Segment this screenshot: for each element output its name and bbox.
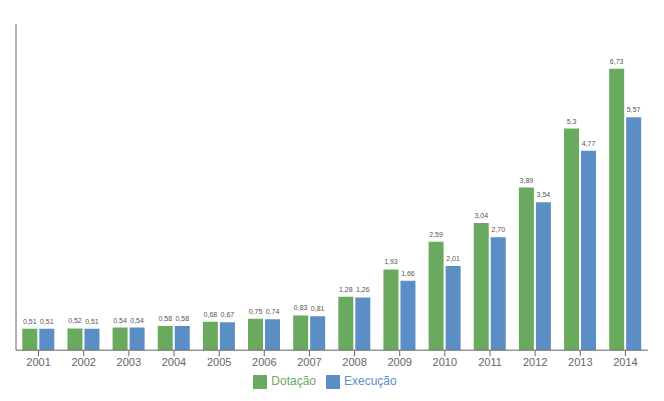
svg-text:2,70: 2,70 (491, 226, 505, 233)
svg-text:2001: 2001 (26, 356, 50, 368)
svg-text:2013: 2013 (568, 356, 592, 368)
svg-text:0,51: 0,51 (85, 318, 99, 325)
svg-text:2014: 2014 (613, 356, 637, 368)
svg-text:3,54: 3,54 (537, 191, 551, 198)
svg-text:2,59: 2,59 (429, 231, 443, 238)
svg-text:0,67: 0,67 (221, 311, 235, 318)
html-text:Execução: Execução (344, 374, 397, 389)
svg-text:0,75: 0,75 (249, 308, 263, 315)
svg-text:2006: 2006 (252, 356, 276, 368)
svg-text:2010: 2010 (433, 356, 457, 368)
svg-text:0,51: 0,51 (40, 318, 54, 325)
svg-text:0,51: 0,51 (23, 318, 37, 325)
svg-text:2003: 2003 (117, 356, 141, 368)
svg-text:0,81: 0,81 (311, 305, 325, 312)
svg-text:1,28: 1,28 (339, 286, 353, 293)
svg-text:3,89: 3,89 (520, 177, 534, 184)
svg-text:0,83: 0,83 (294, 304, 308, 311)
svg-text:0,54: 0,54 (113, 317, 127, 324)
svg-text:2009: 2009 (387, 356, 411, 368)
svg-text:5,3: 5,3 (567, 118, 577, 125)
svg-text:1,93: 1,93 (384, 258, 398, 265)
svg-text:2008: 2008 (342, 356, 366, 368)
svg-text:1,66: 1,66 (401, 270, 415, 277)
svg-text:2002: 2002 (71, 356, 95, 368)
svg-text:2005: 2005 (207, 356, 231, 368)
svg-text:3,04: 3,04 (474, 212, 488, 219)
svg-text:0,68: 0,68 (204, 311, 218, 318)
svg-text:1,26: 1,26 (356, 286, 370, 293)
html-text:Dotação: Dotação (271, 374, 316, 389)
svg-text:0,74: 0,74 (266, 308, 280, 315)
svg-text:4,77: 4,77 (582, 140, 596, 147)
svg-text:2007: 2007 (297, 356, 321, 368)
svg-text:5,57: 5,57 (627, 106, 641, 113)
svg-text:0,52: 0,52 (68, 317, 82, 324)
svg-text:2011: 2011 (478, 356, 502, 368)
svg-text:2004: 2004 (162, 356, 186, 368)
svg-text:2,01: 2,01 (446, 255, 460, 262)
svg-text:0,58: 0,58 (175, 315, 189, 322)
svg-text:0,54: 0,54 (130, 317, 144, 324)
svg-text:0,58: 0,58 (158, 315, 172, 322)
svg-text:6,73: 6,73 (610, 58, 624, 65)
svg-text:2012: 2012 (523, 356, 547, 368)
